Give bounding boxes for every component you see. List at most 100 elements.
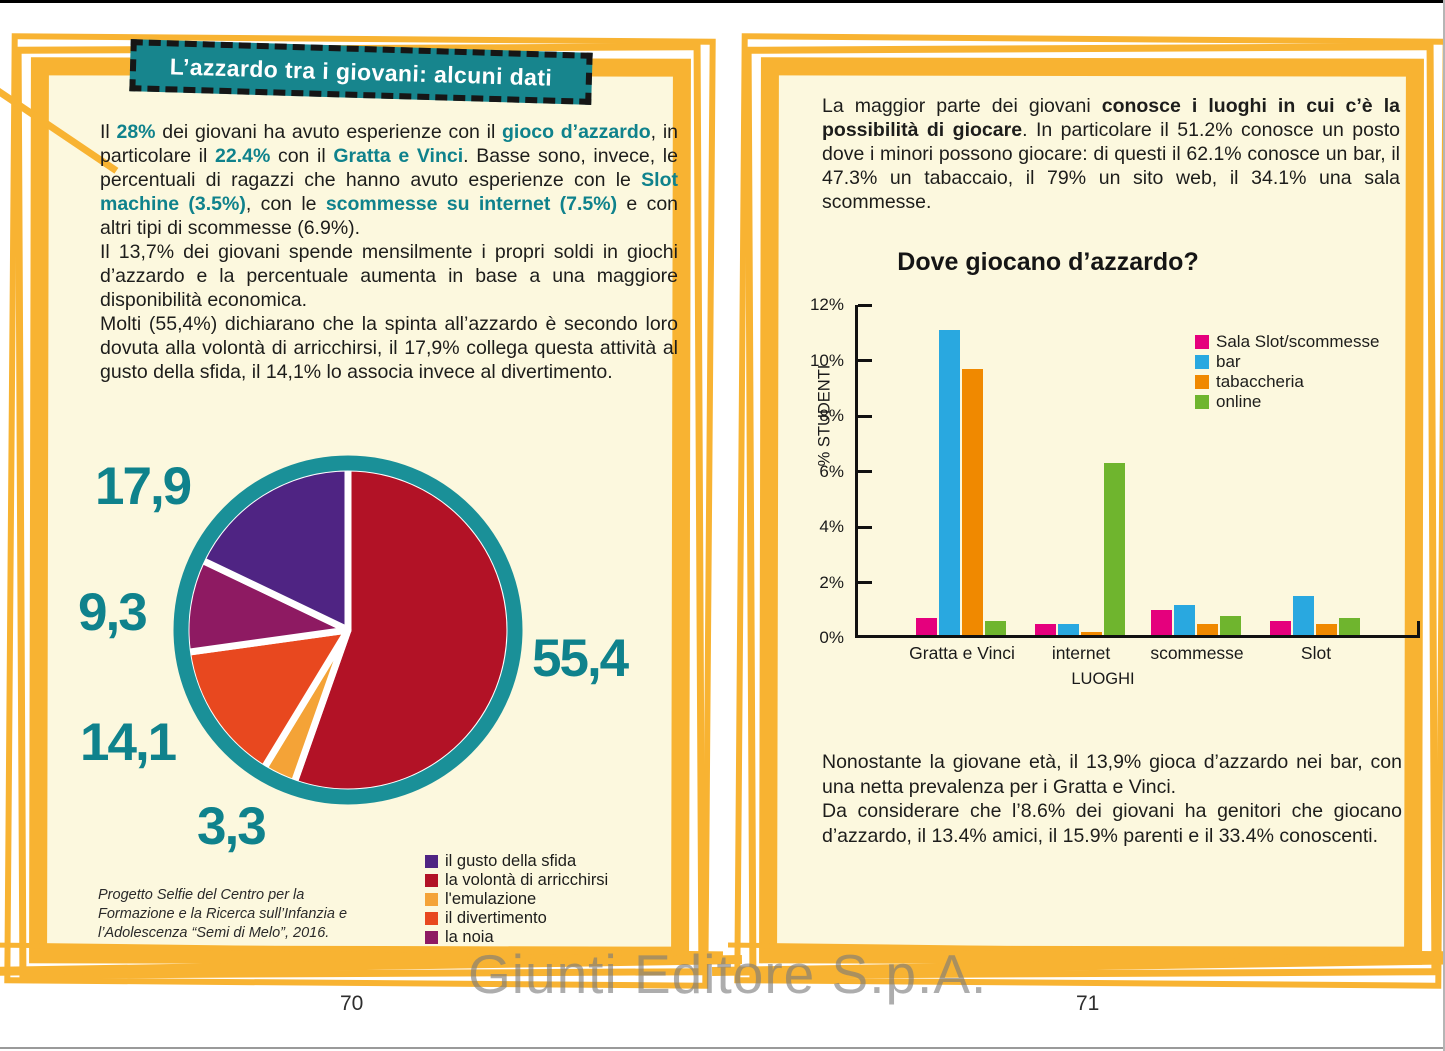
text-segment: e con altri tipi di scommesse (6.9%). <box>100 193 679 239</box>
bar-internet-3 <box>1104 462 1125 635</box>
section-banner-title: L’azzardo tra i giovani: alcuni dati <box>169 52 553 91</box>
legend-label: la volontà di arricchirsi <box>445 871 609 889</box>
page-number-left: 70 <box>340 992 364 1015</box>
pie-value-label-1: 3,3 <box>197 797 267 856</box>
text-segment: Da considerare che l’8.6% dei giovani ha… <box>822 800 1402 847</box>
paragraph: Il 13,7% dei giovani spende mensilmente … <box>100 240 678 312</box>
scan-top-edge <box>0 0 1445 3</box>
bar-gratta-e-vinci-1 <box>939 329 960 635</box>
text-segment: 28% <box>116 121 156 143</box>
text-segment: . Basse sono, invece, le percentuali di … <box>100 145 678 191</box>
text-segment: 22.4% <box>215 145 271 167</box>
text-segment: Gratta e Vinci <box>333 145 464 167</box>
legend-label: Sala Slot/scommesse <box>1216 332 1380 351</box>
legend-label: il gusto della sfida <box>445 852 577 870</box>
bar-slot-3 <box>1339 618 1360 635</box>
pie-svg <box>173 455 523 805</box>
bar-chart-title: Dove giocano d’azzardo? <box>897 248 1199 276</box>
right-bottom-paragraphs: Nonostante la giovane età, il 13,9% gioc… <box>822 750 1402 848</box>
legend-label: il divertimento <box>445 909 547 927</box>
x-tick-label-3: Slot <box>1300 643 1332 663</box>
bar-legend-item-2: tabaccheria <box>1195 372 1379 392</box>
pie-legend-item-4: la noia <box>425 928 608 947</box>
scan-bottom-edge <box>0 1047 1445 1049</box>
y-tick-mark <box>858 525 872 529</box>
y-tick-label-6: 12% <box>809 295 844 314</box>
legend-swatch <box>425 855 438 868</box>
pie-value-label-3: 9,3 <box>78 583 148 642</box>
y-tick-mark <box>858 581 872 584</box>
text-segment: Nonostante la giovane età, il 13,9% gioc… <box>822 751 1402 798</box>
bar-scommesse-0 <box>1151 610 1172 635</box>
pie-value-label-2: 14,1 <box>80 713 177 772</box>
bar-group-0 <box>916 305 1008 635</box>
x-tick-label-2: scommesse <box>1150 643 1244 663</box>
bar-chart: Gratta e Vinci internet scommesse Slot 0% 2% 4… <box>810 295 1420 663</box>
pie-legend-item-0: il gusto della sfida <box>425 852 608 871</box>
legend-swatch <box>425 893 438 906</box>
text-segment: , in particolare il <box>100 121 678 167</box>
y-tick-label-5: 10% <box>809 350 844 370</box>
legend-swatch <box>1195 355 1209 369</box>
bar-internet-2 <box>1081 632 1102 635</box>
page-right: La maggior parte dei giovani conosce i l… <box>711 33 1445 989</box>
source-note: Progetto Selfie del Centro per la Formaz… <box>98 887 348 941</box>
text-segment: Slot machine (3.5%) <box>100 169 678 215</box>
paragraph: Da considerare che l’8.6% dei giovani ha… <box>822 799 1402 848</box>
y-tick-mark <box>858 470 872 473</box>
text-segment: con il <box>270 145 334 167</box>
text-segment: conosce i luoghi in cui c’è la possibili… <box>822 95 1400 141</box>
x-tick-label-1: internet <box>1051 643 1111 663</box>
paragraph: La maggior parte dei giovani conosce i l… <box>822 94 1400 214</box>
pie-ring <box>173 455 523 805</box>
section-banner: L’azzardo tra i giovani: alcuni dati <box>129 39 593 105</box>
legend-swatch <box>425 912 438 925</box>
paragraph: Nonostante la giovane età, il 13,9% gioc… <box>822 750 1402 799</box>
text-segment: La maggior parte dei giovani <box>822 95 1102 117</box>
y-tick-mark <box>858 303 872 307</box>
bar-group-3 <box>1270 305 1362 635</box>
paragraph: Molti (55,4%) dichiarano che la spinta a… <box>100 312 678 384</box>
y-tick-mark <box>858 359 872 362</box>
bar-scommesse-1 <box>1174 604 1195 635</box>
text-segment: Molti (55,4%) dichiarano che la spinta a… <box>100 313 678 383</box>
bar-gratta-e-vinci-2 <box>962 368 983 635</box>
bar-gratta-e-vinci-0 <box>916 618 937 635</box>
text-segment: dei giovani ha avuto esperienze con il <box>155 121 503 143</box>
bar-slot-2 <box>1316 623 1337 635</box>
legend-swatch <box>1195 375 1209 389</box>
bar-internet-0 <box>1035 623 1056 635</box>
bar-legend: Sala Slot/scommesse bar tabaccheria online <box>1195 332 1379 412</box>
x-tick-label-0: Gratta e Vinci <box>909 643 1015 663</box>
bar-group-2 <box>1151 305 1243 635</box>
y-tick-label-1: 2% <box>819 572 844 592</box>
pie-chart <box>158 440 538 820</box>
legend-swatch <box>1195 395 1209 409</box>
y-tick-mark <box>858 414 872 418</box>
text-segment: , con le <box>245 193 326 215</box>
text-segment: . In particolare il 51.2% conosce un pos… <box>822 119 1400 213</box>
page-left: L’azzardo tra i giovani: alcuni dati Il … <box>0 33 743 989</box>
bar-legend-item-3: online <box>1195 392 1379 412</box>
legend-swatch <box>1195 335 1209 349</box>
right-intro-paragraph: La maggior parte dei giovani conosce i l… <box>822 94 1400 214</box>
legend-label: tabaccheria <box>1216 372 1304 391</box>
bar-internet-1 <box>1058 623 1079 635</box>
x-axis-endcap <box>1417 621 1420 635</box>
scan-right-edge <box>1443 0 1445 1051</box>
y-tick-label-4: 8% <box>819 406 844 425</box>
bar-legend-item-1: bar <box>1195 352 1379 372</box>
text-segment: scommesse su internet (7.5%) <box>325 193 618 215</box>
text-segment: gioco d’azzardo <box>502 121 651 143</box>
pie-legend-item-1: la volontà di arricchirsi <box>425 871 608 890</box>
pie-value-label-0: 55,4 <box>532 629 629 688</box>
page-number-right: 71 <box>1076 992 1100 1015</box>
legend-swatch <box>425 874 438 887</box>
pie-value-label-4: 17,9 <box>95 457 192 516</box>
text-segment: Il <box>100 121 117 143</box>
bar-slot-0 <box>1270 621 1291 635</box>
legend-label: l'emulazione <box>445 890 537 908</box>
bar-scommesse-2 <box>1197 623 1218 635</box>
intro-paragraphs: Il 28% dei giovani ha avuto esperienze c… <box>100 120 678 384</box>
